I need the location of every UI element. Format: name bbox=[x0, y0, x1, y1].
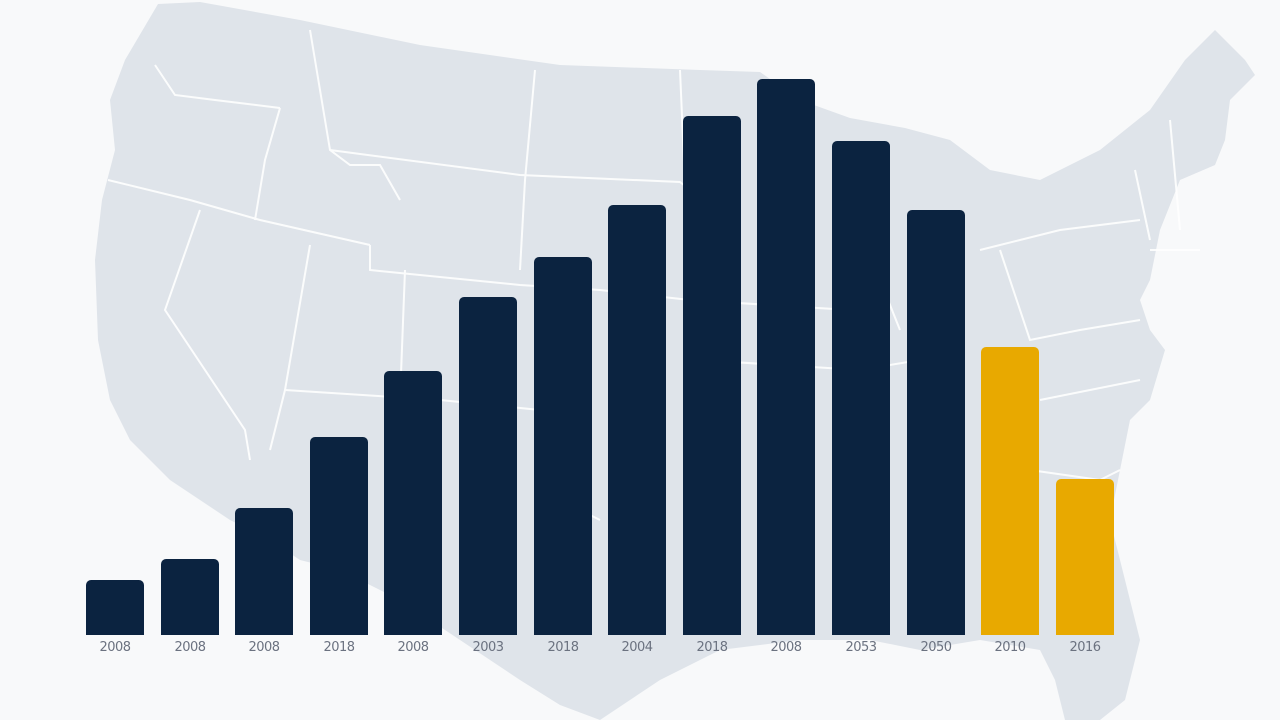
x-axis-label: 2018 bbox=[323, 640, 355, 655]
x-axis-label: 2018 bbox=[547, 640, 579, 655]
x-axis-label: 2008 bbox=[99, 640, 131, 655]
bar-1 bbox=[161, 559, 219, 635]
bar-4 bbox=[384, 371, 442, 635]
x-axis-label: 2010 bbox=[994, 640, 1026, 655]
x-axis-label: 2016 bbox=[1069, 640, 1101, 655]
bar-10 bbox=[832, 141, 890, 635]
x-axis-label: 2008 bbox=[248, 640, 280, 655]
bar-11 bbox=[907, 210, 965, 635]
x-axis-label: 2004 bbox=[621, 640, 653, 655]
x-axis-label: 2050 bbox=[920, 640, 952, 655]
x-axis-label: 2008 bbox=[397, 640, 429, 655]
bar-7 bbox=[608, 205, 666, 635]
bar-9 bbox=[757, 79, 815, 635]
bar-3 bbox=[310, 437, 368, 635]
x-axis-label: 2008 bbox=[174, 640, 206, 655]
bar-2 bbox=[235, 508, 293, 635]
bar-12 bbox=[981, 347, 1039, 635]
x-axis-label: 2008 bbox=[770, 640, 802, 655]
bar-0 bbox=[86, 580, 144, 635]
bar-8 bbox=[683, 116, 741, 635]
x-axis-label: 2018 bbox=[696, 640, 728, 655]
bar-5 bbox=[459, 297, 517, 635]
bar-6 bbox=[534, 257, 592, 635]
x-axis-label: 2003 bbox=[472, 640, 504, 655]
bar-13 bbox=[1056, 479, 1114, 635]
x-axis-label: 2053 bbox=[845, 640, 877, 655]
